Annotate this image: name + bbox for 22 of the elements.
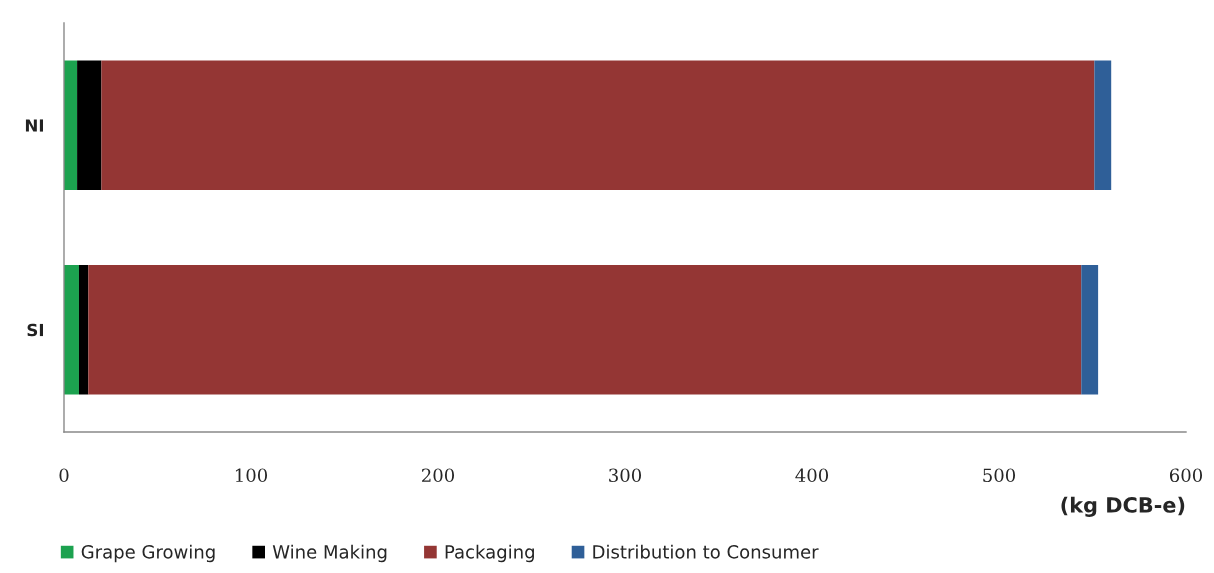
bar bbox=[1081, 264, 1099, 395]
legend-label: Distribution to Consumer bbox=[593, 544, 819, 559]
x-tick-label: 200 bbox=[421, 468, 455, 483]
x-tick-label: 400 bbox=[795, 468, 829, 483]
bar bbox=[101, 60, 1095, 191]
x-tick-label: 300 bbox=[609, 468, 642, 483]
legend-label: Grape Growing bbox=[81, 544, 215, 563]
y-tick-label: NI bbox=[25, 119, 44, 132]
bar bbox=[78, 264, 89, 395]
x-tick-label: 0 bbox=[59, 468, 69, 483]
x-tick-label: 500 bbox=[983, 468, 1016, 483]
x-tick-label: 600 bbox=[1169, 468, 1203, 483]
legend-label: Wine Making bbox=[272, 544, 387, 563]
legend-label: Packaging bbox=[445, 544, 534, 563]
bar bbox=[64, 60, 78, 191]
bar bbox=[1094, 60, 1112, 191]
bar bbox=[77, 60, 102, 191]
bar bbox=[64, 264, 79, 395]
bar bbox=[88, 264, 1082, 395]
x-axis-title: (kg DCB-e) bbox=[1061, 496, 1185, 518]
y-tick-label: SI bbox=[27, 323, 44, 337]
x-tick-label: 100 bbox=[235, 468, 268, 483]
